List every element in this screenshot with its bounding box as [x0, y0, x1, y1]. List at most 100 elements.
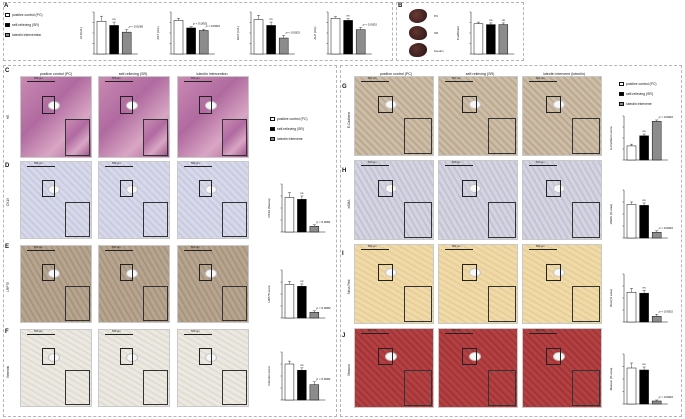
- scale-bar: [361, 249, 389, 250]
- zoom-inset: [142, 370, 168, 405]
- histology-tile-vimentin-2: 500 μm: [177, 329, 249, 407]
- vessel-lumen: [47, 268, 60, 278]
- panel-letter-g: G: [342, 84, 347, 90]
- bar-pc: [330, 18, 341, 55]
- scale-bar: [105, 81, 133, 82]
- histology-tile-sirius-red-0: 500 μm: [354, 244, 434, 324]
- significance-label: ns: [300, 279, 304, 283]
- bar-sr: [639, 135, 649, 161]
- histology-tile-he-2: 500 μm: [177, 76, 249, 158]
- histology-tile-vimentin-1: 500 μm: [98, 329, 170, 407]
- zoom-box: [462, 347, 477, 366]
- frame-panels-c-f: [3, 65, 337, 417]
- scale-bar-label: 500 μm: [368, 161, 377, 164]
- scale-bar-label: 500 μm: [112, 162, 121, 165]
- legend-c-sr: self-relieving (SR): [270, 127, 304, 132]
- histology-tile-ck19-2: 500 μm: [177, 161, 249, 239]
- bar-lut: [651, 231, 662, 239]
- bar-lut: [498, 24, 509, 55]
- vessel-lumen: [384, 352, 397, 362]
- bar-sr: [297, 286, 307, 319]
- zoom-box: [42, 264, 56, 282]
- bar-lut: [651, 315, 662, 323]
- vessel-lumen: [204, 184, 217, 194]
- histology-tile-ecadherin-0: 500 μm: [354, 76, 434, 156]
- scale-bar-label: 500 μm: [34, 330, 43, 333]
- row-label-ck19: CK19: [6, 198, 10, 206]
- vessel-lumen: [468, 268, 481, 278]
- zoom-box: [462, 95, 477, 114]
- bar-sr: [297, 199, 307, 233]
- significance-label: ns: [113, 17, 117, 21]
- histology-tile-ecadherin-2: 500 μm: [522, 76, 602, 156]
- vessel-lumen: [47, 352, 60, 362]
- zoom-inset: [64, 119, 90, 156]
- scale-bar: [445, 165, 473, 166]
- scale-bar: [529, 81, 557, 82]
- chart-alt: ALT(U/L) ns p < 0.0166: [79, 11, 143, 55]
- histology-tile-ck19-0: 500 μm: [20, 161, 92, 239]
- significance-label: p < 0.0001: [658, 395, 674, 399]
- bar-lut: [278, 37, 289, 55]
- bar-pc: [473, 23, 484, 55]
- zoom-inset: [64, 286, 90, 321]
- legend-a-pc: positive control (PC): [5, 13, 43, 18]
- vessel-lumen: [552, 184, 565, 194]
- histology-tile-he-0: 500 μm: [20, 76, 92, 158]
- scale-bar-label: 500 μm: [112, 330, 121, 333]
- scale-bar: [27, 166, 55, 167]
- zoom-inset: [403, 370, 432, 406]
- significance-label: p < 0.0001: [658, 226, 674, 230]
- zoom-box: [199, 96, 213, 115]
- legend-a-lut: luteolin intervention: [5, 33, 41, 38]
- bar-lut: [651, 121, 662, 161]
- histology-tile-masson-2: 500 μm: [522, 328, 602, 408]
- zoom-box: [199, 348, 213, 366]
- significance-label: p < 0.0001: [285, 31, 301, 35]
- histology-tile-masson-1: 500 μm: [438, 328, 518, 408]
- scale-bar-label: 500 μm: [452, 329, 461, 332]
- legend-g-pc: positive control (PC): [619, 82, 657, 87]
- bar-sr: [486, 24, 496, 55]
- liver-label-lut: luteolin: [434, 49, 444, 53]
- scale-bar: [27, 81, 55, 82]
- row-label-he: HE: [6, 114, 10, 120]
- zoom-inset: [142, 286, 168, 321]
- scale-bar-label: 500 μm: [191, 246, 200, 249]
- vessel-lumen: [125, 101, 138, 110]
- y-axis-label: GGT (U/L): [236, 26, 240, 40]
- zoom-box: [199, 264, 213, 282]
- liver-label-sr: SR: [434, 31, 439, 35]
- bar-pc: [626, 145, 637, 161]
- significance-label: ns: [643, 285, 647, 289]
- significance-label: p < 0.0001: [362, 23, 378, 27]
- bar-pc: [626, 367, 637, 405]
- bar-pc: [284, 197, 295, 233]
- histology-tile-he-1: 500 μm: [98, 76, 170, 158]
- col-header-g-lut: luteolin intervene (luteolin): [543, 72, 585, 76]
- bar-lut: [198, 30, 209, 55]
- vessel-lumen: [47, 184, 60, 194]
- zoom-box: [199, 180, 213, 198]
- col-header-g-sr: self-relieving (SR): [465, 72, 495, 76]
- zoom-inset: [221, 119, 247, 156]
- zoom-inset: [142, 202, 168, 237]
- scale-bar-label: 500 μm: [452, 161, 461, 164]
- scale-bar: [529, 165, 557, 166]
- scale-bar: [529, 333, 557, 334]
- histology-tile-asma-0: 500 μm: [354, 160, 434, 240]
- bar-pc: [173, 20, 184, 55]
- frame-panel-b: [396, 2, 524, 61]
- scale-bar: [361, 81, 389, 82]
- bar-pc: [284, 363, 295, 401]
- vessel-lumen: [552, 352, 565, 362]
- legend-g-sr: self-relieving (SR): [619, 92, 653, 97]
- scale-bar-label: 500 μm: [191, 162, 200, 165]
- vessel-lumen: [47, 101, 60, 110]
- zoom-inset: [64, 370, 90, 405]
- zoom-box: [546, 347, 561, 366]
- zoom-inset: [221, 370, 247, 405]
- significance-label: p < 0.0001: [192, 22, 208, 26]
- scale-bar-label: 500 μm: [191, 330, 200, 333]
- scale-bar: [445, 81, 473, 82]
